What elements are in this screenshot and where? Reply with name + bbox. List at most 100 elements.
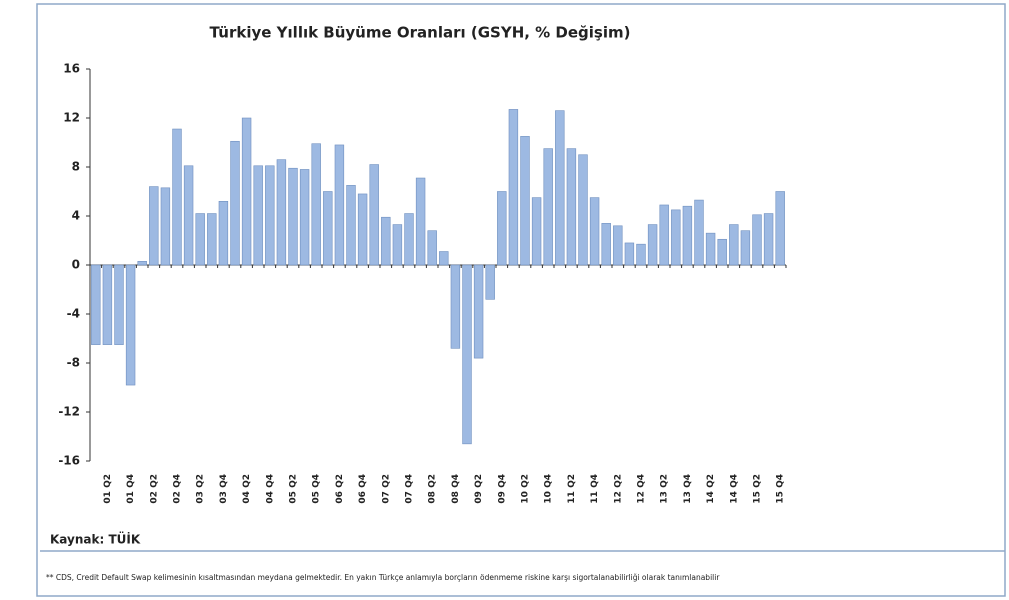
bar bbox=[717, 238, 727, 266]
bar bbox=[659, 204, 669, 266]
x-tick-label: 05 Q2 bbox=[289, 474, 299, 504]
bar bbox=[195, 213, 205, 266]
bar bbox=[729, 224, 739, 266]
bar bbox=[740, 230, 751, 266]
bar bbox=[485, 264, 495, 300]
x-tick-label: 11 Q2 bbox=[567, 474, 577, 504]
y-tick-label: -16 bbox=[58, 454, 80, 468]
x-tick-label: 08 Q2 bbox=[428, 474, 438, 504]
x-tick-label: 05 Q4 bbox=[312, 474, 322, 504]
y-tick-label: -8 bbox=[67, 356, 80, 370]
x-tick-label: 07 Q2 bbox=[381, 474, 391, 504]
x-tick-label: 09 Q4 bbox=[497, 474, 507, 504]
x-tick-label: 03 Q4 bbox=[219, 474, 229, 504]
bar bbox=[555, 110, 565, 266]
source: Kaynak: TÜİK bbox=[50, 532, 141, 547]
x-tick-label: 06 Q2 bbox=[335, 474, 345, 504]
y-tick-label: 12 bbox=[63, 111, 80, 125]
bar bbox=[613, 225, 623, 266]
x-tick-label: 15 Q4 bbox=[776, 474, 786, 504]
bar bbox=[671, 209, 681, 266]
bar bbox=[763, 213, 774, 266]
x-tick-label: 01 Q2 bbox=[103, 474, 113, 504]
bar bbox=[183, 165, 194, 266]
x-tick-label: 14 Q2 bbox=[706, 474, 716, 504]
bar bbox=[102, 264, 113, 345]
bar bbox=[404, 213, 414, 266]
y-tick-label: -4 bbox=[67, 307, 80, 321]
bar bbox=[775, 191, 785, 266]
y-tick-label: -12 bbox=[58, 405, 80, 419]
bar bbox=[497, 191, 507, 266]
x-tick-label: 15 Q2 bbox=[753, 474, 763, 504]
bar bbox=[415, 177, 426, 266]
bar bbox=[752, 214, 762, 266]
x-tick-label: 14 Q4 bbox=[729, 474, 739, 504]
x-tick-label: 11 Q4 bbox=[590, 474, 600, 504]
bar bbox=[207, 213, 217, 266]
bar bbox=[149, 186, 159, 266]
bar bbox=[462, 264, 472, 445]
bar bbox=[172, 128, 182, 266]
bar bbox=[647, 224, 658, 266]
bar bbox=[276, 159, 287, 266]
bar bbox=[311, 143, 321, 266]
frame bbox=[36, 3, 1006, 597]
x-tick-label: 10 Q4 bbox=[544, 474, 554, 504]
x-tick-label: 09 Q2 bbox=[474, 474, 484, 504]
bar bbox=[288, 167, 298, 266]
x-tick-label: 12 Q2 bbox=[613, 474, 623, 504]
bar bbox=[369, 164, 379, 266]
bar bbox=[392, 224, 403, 266]
bar bbox=[357, 193, 368, 266]
bar bbox=[91, 264, 101, 345]
bar bbox=[334, 144, 345, 266]
bar bbox=[566, 148, 577, 266]
y-tick-label: 8 bbox=[72, 160, 80, 174]
bar bbox=[299, 169, 310, 266]
bar bbox=[125, 264, 136, 386]
x-tick-label: 13 Q4 bbox=[683, 474, 693, 504]
bar bbox=[636, 243, 646, 266]
bar bbox=[705, 232, 716, 266]
x-tick-label: 12 Q4 bbox=[637, 474, 647, 504]
bar bbox=[381, 216, 391, 266]
x-tick-label: 13 Q2 bbox=[660, 474, 670, 504]
bar bbox=[450, 264, 461, 349]
bar bbox=[601, 223, 611, 266]
x-tick-label: 04 Q4 bbox=[265, 474, 275, 504]
x-tick-label: 10 Q2 bbox=[521, 474, 531, 504]
chart-title: Türkiye Yıllık Büyüme Oranları (GSYH, % … bbox=[210, 24, 631, 42]
x-tick-label: 07 Q4 bbox=[405, 474, 415, 504]
bar bbox=[323, 191, 333, 266]
bar bbox=[241, 117, 252, 266]
bar bbox=[230, 140, 240, 266]
x-tick-label: 08 Q4 bbox=[451, 474, 461, 504]
x-tick-label: 03 Q2 bbox=[196, 474, 206, 504]
y-tick-label: 0 bbox=[72, 258, 80, 272]
x-tick-label: 06 Q4 bbox=[358, 474, 368, 504]
bar bbox=[137, 261, 147, 266]
bar bbox=[520, 136, 530, 266]
bar bbox=[427, 230, 437, 266]
bar bbox=[473, 264, 484, 359]
bar bbox=[218, 201, 229, 266]
bar bbox=[253, 165, 263, 266]
bar bbox=[682, 205, 693, 266]
bar bbox=[439, 251, 449, 266]
y-tick-label: 16 bbox=[63, 62, 80, 76]
bar bbox=[265, 165, 275, 266]
bar bbox=[578, 154, 588, 266]
bar bbox=[694, 199, 704, 266]
x-tick-label: 01 Q4 bbox=[126, 474, 136, 504]
bar bbox=[160, 187, 171, 266]
bar bbox=[531, 197, 542, 266]
bar bbox=[508, 109, 519, 266]
x-tick-label: 04 Q2 bbox=[242, 474, 252, 504]
footnote: ** CDS, Credit Default Swap kelimesinin … bbox=[46, 573, 720, 582]
y-tick-label: 4 bbox=[72, 209, 80, 223]
bar bbox=[114, 264, 124, 345]
bar bbox=[624, 242, 635, 266]
bar bbox=[543, 148, 553, 266]
